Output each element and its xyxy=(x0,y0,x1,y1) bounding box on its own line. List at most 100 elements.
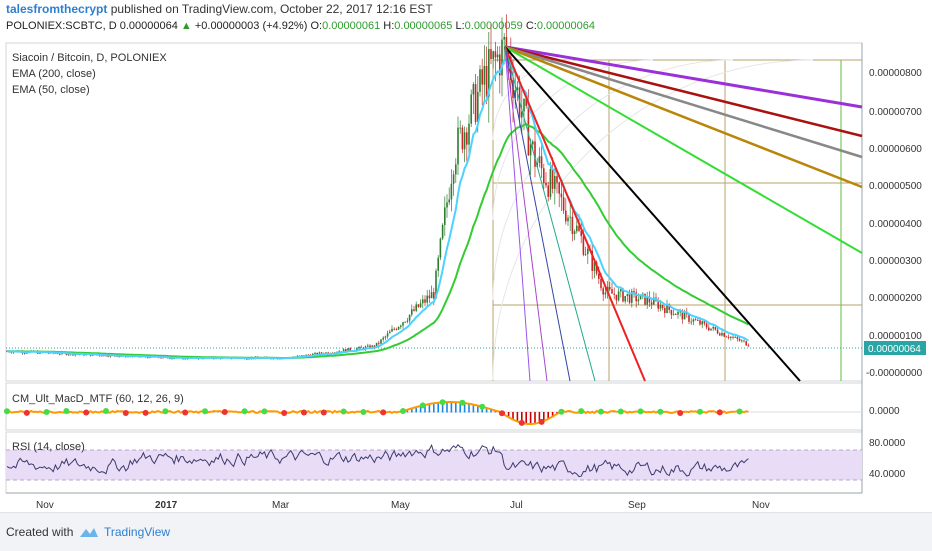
candle-body xyxy=(404,321,406,323)
symbol-line: POLONIEX:SCBTC, D 0.00000064 ▲ +0.000000… xyxy=(6,20,595,32)
candle-body xyxy=(171,358,173,360)
candle-body xyxy=(683,311,686,320)
gann-fan-line xyxy=(504,46,646,382)
candle-body xyxy=(496,54,499,58)
publish-line: talesfromthecrypt published on TradingVi… xyxy=(6,2,433,16)
tradingview-link[interactable]: TradingView xyxy=(104,525,171,539)
macd-bar xyxy=(538,412,541,424)
ema50-legend[interactable]: EMA (50, close) xyxy=(12,84,90,96)
candle-body xyxy=(617,291,620,301)
macd-bar xyxy=(507,412,510,418)
candle-body xyxy=(538,156,541,164)
candle-body xyxy=(540,156,543,169)
macd-dot xyxy=(221,409,228,416)
author-link[interactable]: talesfromthecrypt xyxy=(6,2,108,16)
candle-body xyxy=(523,98,525,112)
macd-dot xyxy=(400,408,406,415)
price-tick: -0.00000000 xyxy=(866,368,923,379)
candle-body xyxy=(437,257,439,271)
time-axis: Nov 2017 Mar May Jul Sep Nov xyxy=(36,500,770,511)
candle-body xyxy=(703,321,706,324)
macd-dot xyxy=(419,402,426,409)
candle-body xyxy=(631,291,633,303)
candle-body xyxy=(417,304,420,308)
candle-body xyxy=(534,141,536,167)
price-tick: 0.00000100 xyxy=(869,331,922,342)
candle-body xyxy=(747,345,750,347)
macd-dot xyxy=(103,408,109,415)
macd-bar xyxy=(411,408,413,413)
candle-body xyxy=(716,329,719,334)
candle-body xyxy=(384,336,387,338)
candle-body xyxy=(679,311,681,313)
candle-body xyxy=(578,225,580,231)
price-tick: 0.00000200 xyxy=(869,293,922,304)
candle-body xyxy=(639,294,642,300)
ema200-legend[interactable]: EMA (200, close) xyxy=(12,68,96,80)
last-price-badge-text: 0.00000064 xyxy=(868,344,921,355)
rsi-legend[interactable]: RSI (14, close) xyxy=(12,441,85,453)
gann-fan-line xyxy=(504,46,571,382)
time-tick: May xyxy=(391,500,410,511)
ema50-line xyxy=(6,57,749,360)
macd-dot xyxy=(637,408,644,415)
chart-canvas[interactable]: 0.00000800 0.00000700 0.00000600 0.00000… xyxy=(0,0,932,512)
candle-body xyxy=(745,341,747,346)
candle-body xyxy=(369,345,371,349)
macd-bar xyxy=(472,404,475,413)
macd-dot xyxy=(578,408,585,415)
candle-body xyxy=(582,236,585,255)
candle-body xyxy=(356,348,358,351)
macd-bar xyxy=(424,404,426,413)
price-axis: 0.00000800 0.00000700 0.00000600 0.00000… xyxy=(866,68,923,379)
candle-body xyxy=(373,345,376,348)
candle-body xyxy=(435,270,437,299)
main-panel xyxy=(5,42,863,382)
gann-fan-line xyxy=(504,46,596,382)
candle-body xyxy=(723,332,725,337)
candle-body xyxy=(457,127,459,165)
candle-body xyxy=(587,248,589,255)
candle-body xyxy=(320,352,323,354)
candle-body xyxy=(439,238,442,258)
candle-body xyxy=(492,51,494,60)
candle-body xyxy=(448,199,450,203)
candle-body xyxy=(505,37,508,52)
candle-body xyxy=(450,183,453,200)
macd-dot xyxy=(182,409,189,416)
candle-body xyxy=(569,216,571,218)
candle-body xyxy=(160,357,162,359)
macd-dot xyxy=(23,409,30,416)
candle-body xyxy=(602,288,604,295)
open-value: 0.00000061 xyxy=(322,20,381,32)
created-with: Created with xyxy=(6,525,74,539)
candle-body xyxy=(609,287,611,290)
price-tick: 0.00000300 xyxy=(869,256,922,267)
macd-dot xyxy=(83,409,90,416)
candle-body xyxy=(441,224,444,239)
macd-bar xyxy=(455,402,457,413)
macd-bar xyxy=(433,403,435,413)
macd-dot xyxy=(43,408,50,415)
candle-body xyxy=(406,320,409,322)
macd-legend[interactable]: CM_Ult_MacD_MTF (60, 12, 26, 9) xyxy=(12,393,184,405)
macd-dot xyxy=(241,408,248,415)
macd-dot xyxy=(716,409,723,416)
main-legend[interactable]: Siacoin / Bitcoin, D, POLONIEX xyxy=(12,52,167,64)
candle-body xyxy=(468,123,470,145)
candle-body xyxy=(433,292,435,299)
candle-body xyxy=(725,336,728,338)
macd-dot xyxy=(518,419,525,426)
candle-body xyxy=(620,289,622,292)
candle-body xyxy=(349,348,351,351)
candle-body xyxy=(314,352,316,354)
candle-body xyxy=(736,336,739,339)
candle-body xyxy=(622,289,624,302)
gann-fan-line xyxy=(504,46,531,382)
macd-bar xyxy=(512,412,514,421)
candle-body xyxy=(472,84,475,95)
macd-bar xyxy=(516,412,519,422)
candle-body xyxy=(479,69,481,92)
time-tick: Sep xyxy=(628,500,646,511)
macd-dot xyxy=(360,408,367,415)
